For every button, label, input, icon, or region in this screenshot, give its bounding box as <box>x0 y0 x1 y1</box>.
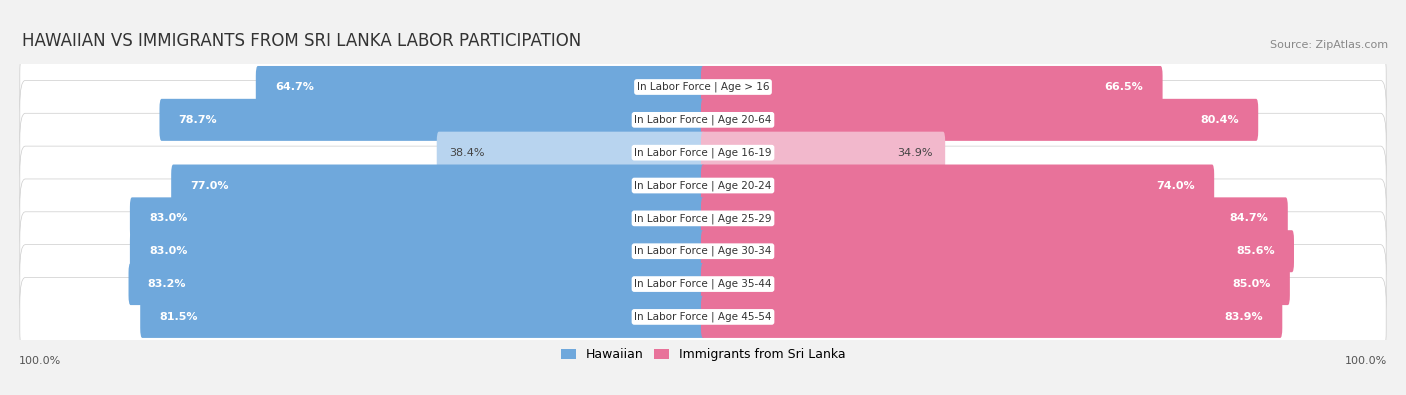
Text: 38.4%: 38.4% <box>449 148 485 158</box>
Text: 66.5%: 66.5% <box>1105 82 1143 92</box>
Text: 64.7%: 64.7% <box>276 82 314 92</box>
Text: 80.4%: 80.4% <box>1201 115 1239 125</box>
Text: In Labor Force | Age 30-34: In Labor Force | Age 30-34 <box>634 246 772 256</box>
Text: In Labor Force | Age 35-44: In Labor Force | Age 35-44 <box>634 279 772 289</box>
FancyBboxPatch shape <box>702 296 1282 338</box>
Text: 78.7%: 78.7% <box>179 115 218 125</box>
FancyBboxPatch shape <box>129 198 704 239</box>
Text: In Labor Force | Age 20-64: In Labor Force | Age 20-64 <box>634 115 772 125</box>
FancyBboxPatch shape <box>702 66 1163 108</box>
Text: In Labor Force | Age 45-54: In Labor Force | Age 45-54 <box>634 312 772 322</box>
FancyBboxPatch shape <box>20 212 1386 291</box>
FancyBboxPatch shape <box>159 99 704 141</box>
Text: 84.7%: 84.7% <box>1230 213 1268 224</box>
FancyBboxPatch shape <box>702 230 1294 272</box>
Text: 34.9%: 34.9% <box>897 148 932 158</box>
FancyBboxPatch shape <box>141 296 704 338</box>
FancyBboxPatch shape <box>702 132 945 174</box>
Text: In Labor Force | Age 20-24: In Labor Force | Age 20-24 <box>634 180 772 191</box>
Text: In Labor Force | Age 16-19: In Labor Force | Age 16-19 <box>634 147 772 158</box>
FancyBboxPatch shape <box>437 132 704 174</box>
FancyBboxPatch shape <box>702 164 1215 207</box>
Text: 85.0%: 85.0% <box>1232 279 1271 289</box>
Text: 85.6%: 85.6% <box>1236 246 1275 256</box>
FancyBboxPatch shape <box>20 81 1386 159</box>
FancyBboxPatch shape <box>172 164 704 207</box>
FancyBboxPatch shape <box>20 179 1386 258</box>
FancyBboxPatch shape <box>129 230 704 272</box>
FancyBboxPatch shape <box>20 245 1386 324</box>
FancyBboxPatch shape <box>128 263 704 305</box>
Text: 83.0%: 83.0% <box>149 246 187 256</box>
Legend: Hawaiian, Immigrants from Sri Lanka: Hawaiian, Immigrants from Sri Lanka <box>561 348 845 361</box>
Text: 100.0%: 100.0% <box>1344 356 1386 367</box>
FancyBboxPatch shape <box>702 99 1258 141</box>
Text: In Labor Force | Age 25-29: In Labor Force | Age 25-29 <box>634 213 772 224</box>
FancyBboxPatch shape <box>20 47 1386 126</box>
Text: In Labor Force | Age > 16: In Labor Force | Age > 16 <box>637 82 769 92</box>
Text: 83.9%: 83.9% <box>1225 312 1263 322</box>
FancyBboxPatch shape <box>702 263 1289 305</box>
FancyBboxPatch shape <box>702 198 1288 239</box>
Text: HAWAIIAN VS IMMIGRANTS FROM SRI LANKA LABOR PARTICIPATION: HAWAIIAN VS IMMIGRANTS FROM SRI LANKA LA… <box>22 32 581 50</box>
FancyBboxPatch shape <box>20 113 1386 192</box>
Text: 81.5%: 81.5% <box>159 312 198 322</box>
Text: 74.0%: 74.0% <box>1156 181 1195 190</box>
FancyBboxPatch shape <box>20 146 1386 225</box>
FancyBboxPatch shape <box>256 66 704 108</box>
Text: 83.2%: 83.2% <box>148 279 186 289</box>
Text: 83.0%: 83.0% <box>149 213 187 224</box>
Text: 100.0%: 100.0% <box>20 356 62 367</box>
FancyBboxPatch shape <box>20 278 1386 356</box>
Text: Source: ZipAtlas.com: Source: ZipAtlas.com <box>1270 40 1388 50</box>
Text: 77.0%: 77.0% <box>190 181 229 190</box>
